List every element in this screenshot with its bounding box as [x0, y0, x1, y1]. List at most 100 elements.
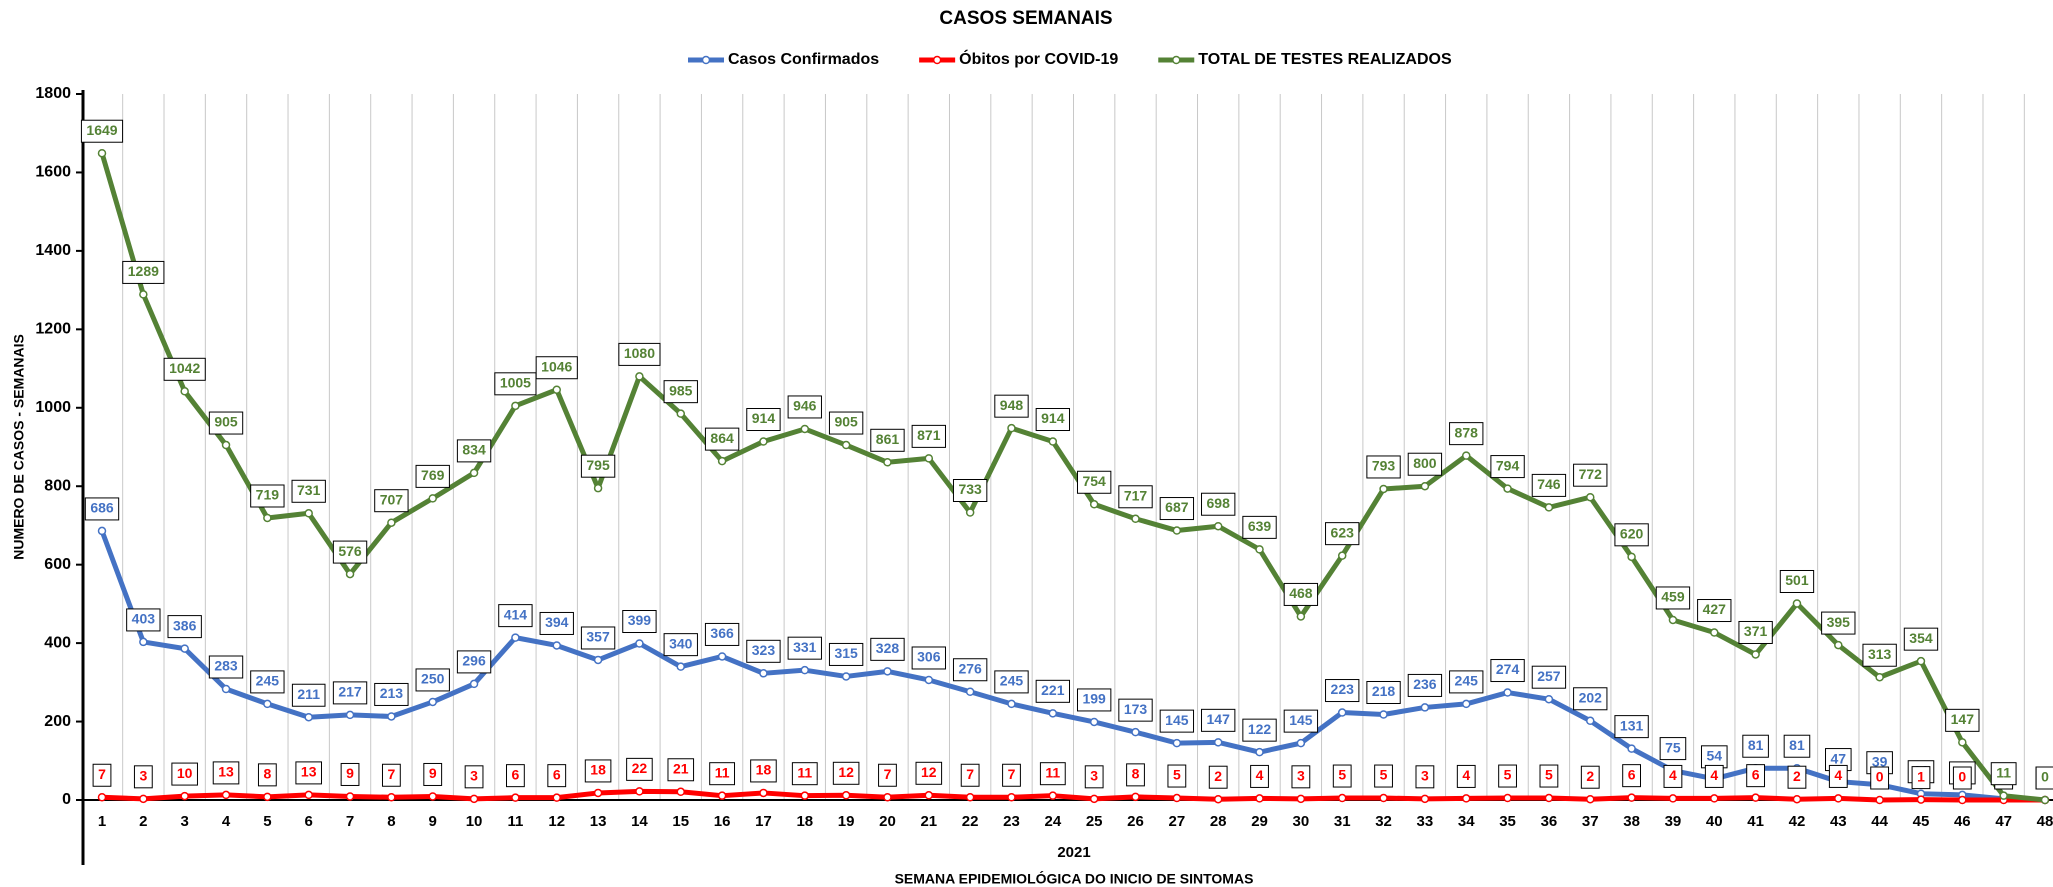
point [883, 458, 892, 467]
point [511, 401, 520, 411]
point [1627, 793, 1636, 802]
data-label: 257 [1531, 665, 1567, 689]
data-label-box [1332, 764, 1352, 788]
x-tick-label: 43 [1830, 813, 1847, 830]
data-label-text: 4 [1256, 767, 1264, 783]
point [263, 699, 272, 709]
data-label-text: 357 [586, 629, 610, 645]
data-label-box [1002, 763, 1021, 787]
data-label-text: 3 [1421, 768, 1429, 784]
data-label: 236 [1407, 673, 1443, 697]
data-label-text: 793 [1372, 458, 1396, 474]
data-label: 11 [791, 762, 818, 786]
point [1792, 599, 1802, 608]
data-label-box [787, 636, 822, 660]
point [1420, 794, 1430, 804]
data-label-box [122, 260, 165, 284]
data-label-box [1366, 680, 1401, 704]
x-tick-label: 5 [263, 813, 271, 830]
data-label-box [1126, 763, 1145, 787]
data-label-text: 11 [797, 764, 812, 780]
x-tick-label: 48 [2037, 813, 2053, 830]
point [97, 526, 107, 536]
data-label: 6 [1622, 764, 1641, 788]
x-tick-label: 8 [387, 813, 395, 830]
y-tick-label: 1400 [35, 242, 71, 259]
data-label: 395 [1821, 611, 1856, 635]
data-label-box [1862, 643, 1897, 667]
data-label: 3 [1291, 765, 1311, 789]
data-label-text: 306 [917, 649, 941, 665]
point [469, 794, 479, 804]
data-label: 754 [1076, 470, 1112, 494]
data-label: 878 [1449, 422, 1484, 446]
data-label-text: 754 [1082, 473, 1106, 489]
data-label-box [1783, 734, 1811, 758]
point [1255, 794, 1264, 803]
data-label-text: 1649 [86, 122, 117, 138]
data-label-text: 9 [346, 765, 354, 781]
data-label: 717 [1118, 485, 1153, 509]
point [428, 792, 437, 801]
legend-label: TOTAL DE TESTES REALIZADOS [1198, 51, 1452, 68]
data-label-text: 4 [1462, 767, 1470, 783]
point [1503, 793, 1512, 803]
data-label-text: 283 [214, 658, 238, 674]
data-label: 731 [291, 479, 326, 503]
data-label-text: 296 [462, 653, 486, 669]
data-label-text: 315 [834, 645, 858, 661]
x-tick-label: 24 [1044, 813, 1061, 830]
data-label-text: 122 [1248, 721, 1272, 737]
data-label: 12 [915, 761, 943, 785]
data-label-text: 5 [1380, 767, 1388, 783]
data-label-text: 878 [1455, 424, 1479, 440]
data-label: 905 [828, 411, 864, 435]
data-label-text: 11 [715, 764, 730, 780]
x-tick-label: 47 [1995, 813, 2012, 830]
data-label: 366 [704, 622, 740, 646]
point [552, 793, 561, 802]
point [304, 509, 313, 518]
data-label: 323 [746, 639, 781, 663]
data-label: 250 [415, 668, 450, 692]
data-label-box [163, 357, 206, 381]
point [1048, 437, 1058, 446]
data-label-box [1250, 764, 1269, 788]
point [304, 790, 313, 800]
data-label-text: 733 [958, 481, 982, 497]
data-label: 1080 [618, 342, 661, 366]
data-label-box [1118, 698, 1153, 722]
point [1461, 699, 1471, 709]
data-label-box [584, 759, 612, 783]
data-label: 13 [295, 761, 322, 785]
data-label-text: 145 [1165, 712, 1189, 728]
data-label-text: 800 [1413, 455, 1437, 471]
data-label-text: 7 [884, 766, 892, 782]
point [1586, 794, 1595, 804]
data-label-text: 707 [380, 491, 404, 507]
data-label-text: 468 [1289, 585, 1313, 601]
x-tick-label: 23 [1003, 813, 1020, 830]
data-label: 3 [133, 765, 153, 789]
data-label-text: 2 [1586, 768, 1594, 784]
data-label-box [1035, 679, 1071, 703]
x-tick-label: 2 [139, 813, 147, 830]
y-tick-label: 1000 [35, 399, 71, 416]
x-tick-label: 27 [1169, 813, 1186, 830]
legend-marker [701, 55, 711, 65]
point [1958, 738, 1967, 747]
point [759, 788, 768, 798]
data-label-text: 12 [921, 764, 937, 780]
x-tick-label: 33 [1417, 813, 1434, 830]
point [552, 641, 561, 650]
point [1627, 744, 1636, 753]
data-label-text: 173 [1124, 701, 1148, 717]
point [1586, 716, 1595, 726]
point [1131, 792, 1140, 802]
point [593, 655, 603, 665]
data-label-box [704, 427, 740, 451]
data-label: 145 [1283, 709, 1319, 733]
point [1172, 793, 1182, 803]
data-label-box [1325, 679, 1360, 703]
data-label-text: 914 [752, 410, 776, 426]
